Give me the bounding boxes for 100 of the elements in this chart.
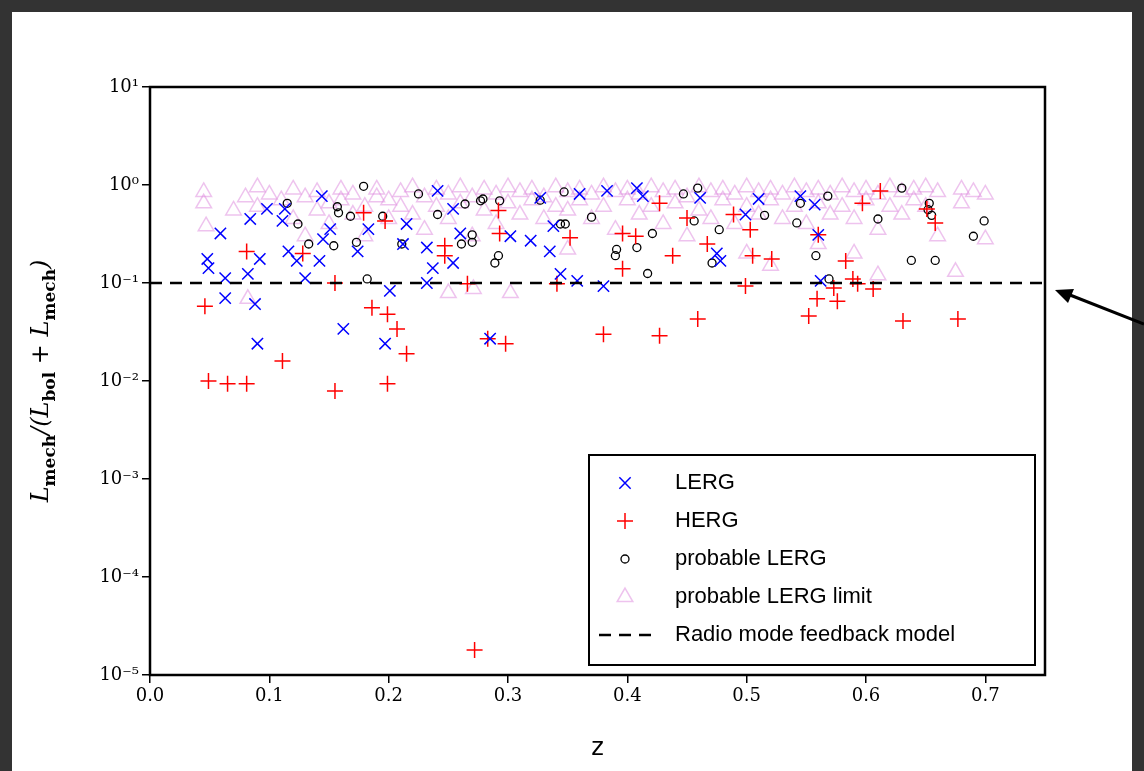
x-tick-label: 0.5 — [732, 684, 761, 706]
point — [304, 239, 314, 249]
point — [218, 271, 232, 285]
point — [456, 239, 467, 249]
x-tick-label: 0.6 — [851, 684, 881, 706]
point — [693, 183, 703, 193]
point — [432, 209, 443, 220]
point — [586, 212, 597, 222]
legend-label: probable LERG limit — [675, 583, 872, 609]
y-tick-label: 10¹ — [108, 74, 139, 96]
point — [489, 201, 508, 220]
point — [465, 641, 484, 659]
point — [923, 205, 933, 215]
point — [600, 184, 614, 198]
point — [630, 181, 644, 195]
legend-label: probable LERG — [675, 545, 827, 571]
point — [714, 254, 727, 268]
legend-label: LERG — [675, 469, 735, 495]
point — [243, 212, 257, 226]
point — [650, 194, 669, 213]
point — [467, 230, 477, 240]
point — [808, 198, 822, 212]
point — [388, 320, 406, 338]
point — [573, 187, 587, 201]
x-tick-label: 0.1 — [255, 684, 284, 706]
point — [345, 211, 356, 221]
point — [253, 252, 267, 266]
y-tick-label: 10⁻³ — [99, 466, 139, 488]
point — [799, 307, 818, 325]
point — [378, 374, 397, 393]
point — [241, 267, 255, 281]
point — [597, 279, 610, 293]
point — [613, 224, 632, 243]
point — [313, 254, 326, 268]
point — [336, 322, 350, 336]
point — [467, 237, 477, 247]
point — [378, 211, 388, 221]
point — [446, 202, 460, 216]
point — [218, 291, 232, 305]
point — [710, 247, 724, 260]
point — [949, 310, 967, 328]
point — [689, 216, 699, 226]
point — [329, 241, 339, 251]
x-tick-label: 0.2 — [374, 684, 403, 706]
point — [693, 191, 707, 205]
point — [332, 202, 342, 212]
point — [808, 290, 826, 308]
point — [979, 216, 989, 226]
point — [214, 227, 227, 240]
legend-label: Radio mode feedback model — [675, 621, 956, 647]
point — [298, 271, 312, 285]
point — [926, 210, 937, 221]
point — [273, 352, 292, 370]
point — [293, 219, 303, 229]
point — [741, 220, 759, 239]
point — [483, 332, 497, 346]
point — [250, 337, 264, 351]
point — [663, 246, 682, 265]
point — [351, 245, 365, 258]
point — [446, 256, 460, 270]
point — [524, 234, 538, 248]
x-tick-label: 0.4 — [613, 684, 642, 706]
point — [237, 242, 256, 261]
point — [282, 198, 292, 208]
point — [413, 189, 424, 199]
point — [836, 252, 855, 270]
point — [611, 244, 622, 255]
point — [714, 225, 724, 235]
point — [218, 374, 237, 393]
point — [237, 374, 256, 393]
x-tick-label: 0.7 — [971, 684, 1000, 706]
point — [561, 228, 579, 247]
x-tick-label: 0.0 — [135, 684, 165, 706]
point — [376, 212, 394, 230]
point — [613, 259, 632, 278]
point — [752, 192, 766, 206]
point — [926, 214, 944, 232]
point — [844, 270, 862, 288]
point — [743, 246, 762, 265]
y-tick-label: 10⁻⁴ — [99, 564, 139, 586]
point — [897, 183, 907, 193]
point — [503, 229, 517, 243]
point — [825, 279, 843, 297]
point — [316, 232, 330, 246]
point — [650, 326, 669, 345]
point — [420, 276, 434, 290]
point — [431, 184, 444, 198]
point — [636, 189, 650, 203]
point — [496, 334, 515, 353]
point — [458, 275, 477, 293]
point — [361, 222, 375, 236]
point — [864, 280, 882, 298]
point — [362, 274, 372, 284]
point — [383, 284, 397, 298]
point — [894, 312, 912, 330]
point — [378, 337, 392, 351]
point — [543, 245, 557, 258]
point — [594, 325, 613, 343]
point — [795, 198, 806, 208]
point — [736, 277, 755, 295]
